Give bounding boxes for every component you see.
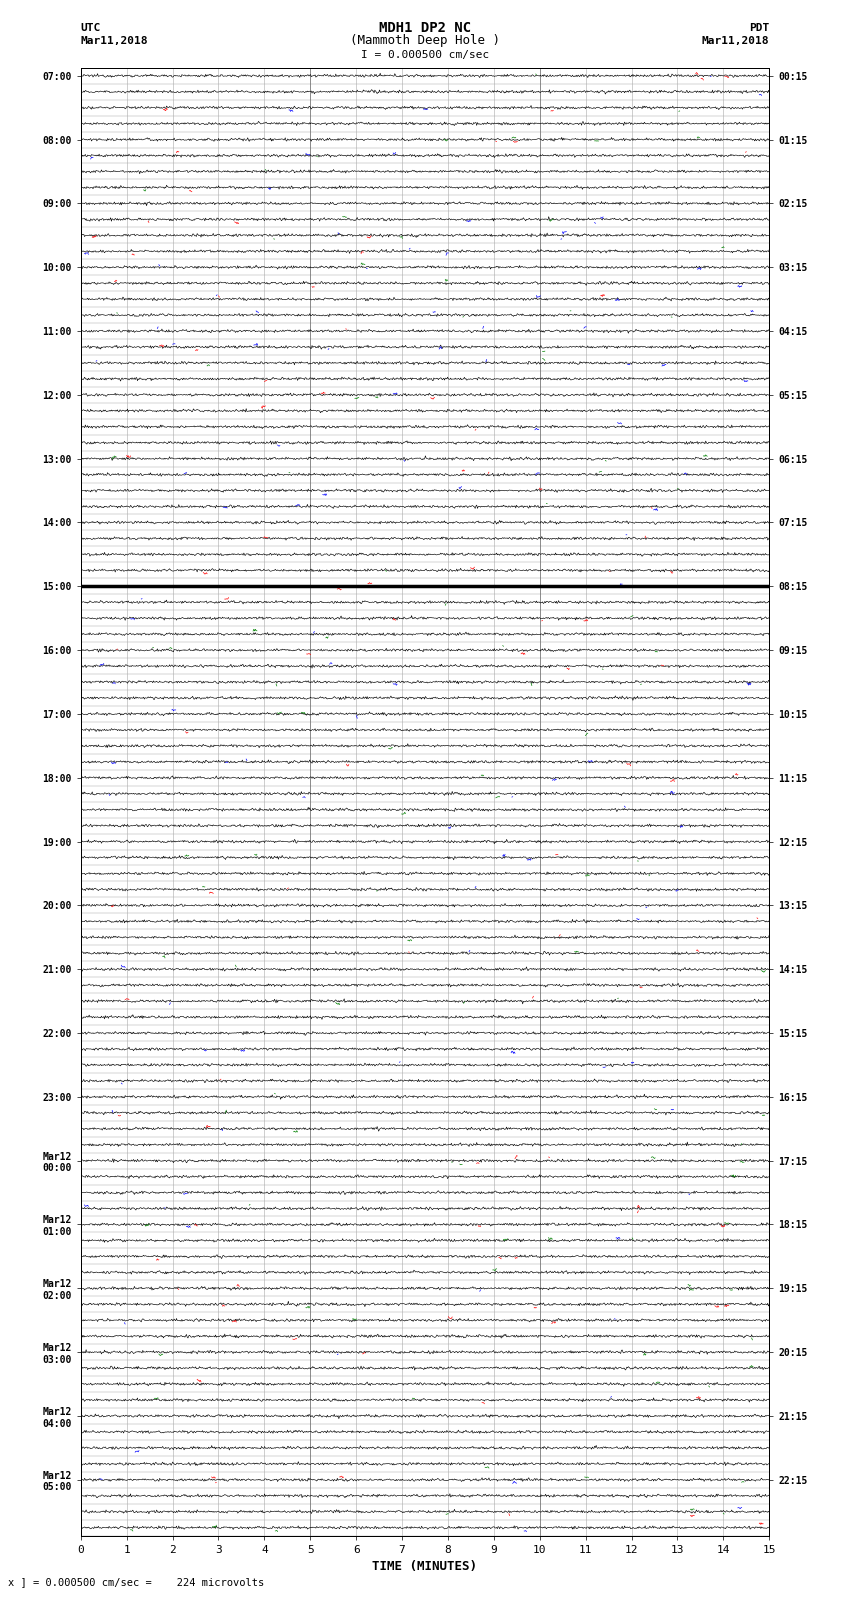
Text: Mar11,2018: Mar11,2018: [81, 35, 148, 45]
Text: x ] = 0.000500 cm/sec =    224 microvolts: x ] = 0.000500 cm/sec = 224 microvolts: [8, 1578, 264, 1587]
Text: UTC: UTC: [81, 23, 101, 32]
Text: Mar11,2018: Mar11,2018: [702, 35, 769, 45]
X-axis label: TIME (MINUTES): TIME (MINUTES): [372, 1560, 478, 1573]
Text: PDT: PDT: [749, 23, 769, 32]
Text: MDH1 DP2 NC: MDH1 DP2 NC: [379, 21, 471, 35]
Text: (Mammoth Deep Hole ): (Mammoth Deep Hole ): [350, 34, 500, 47]
Text: I = 0.000500 cm/sec: I = 0.000500 cm/sec: [361, 50, 489, 60]
